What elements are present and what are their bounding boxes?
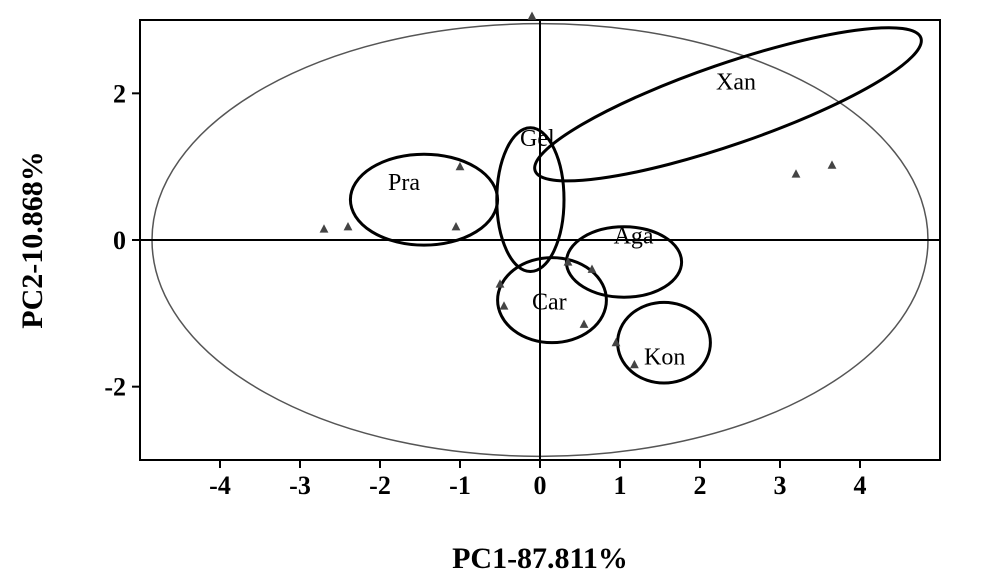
group-label-xan: Xan bbox=[716, 70, 756, 96]
y-axis-label: PC2-10.868% bbox=[16, 151, 49, 328]
y-tick-label: -2 bbox=[104, 373, 126, 402]
x-tick-label: 0 bbox=[534, 471, 547, 500]
x-tick-label: -4 bbox=[209, 471, 231, 500]
chart-svg: -4 -3 -2 -1 0 1 2 3 4 -2 0 2 PC1-87.811% PC2-10.868% P… bbox=[0, 0, 1000, 580]
group-label-kon: Kon bbox=[644, 345, 685, 371]
group-label-pra: Pra bbox=[388, 170, 420, 196]
x-tick-label: 4 bbox=[854, 471, 867, 500]
y-tick-label: 0 bbox=[113, 226, 126, 255]
x-tick-label: 1 bbox=[614, 471, 627, 500]
y-tick-label: 2 bbox=[113, 79, 126, 108]
x-axis-label: PC1-87.811% bbox=[452, 542, 628, 575]
x-tick-label: -3 bbox=[289, 471, 311, 500]
group-label-car: Car bbox=[532, 290, 567, 316]
x-tick-label: 2 bbox=[694, 471, 707, 500]
pca-scatter-chart: -4 -3 -2 -1 0 1 2 3 4 -2 0 2 PC1-87.811% PC2-10.868% P… bbox=[0, 0, 1000, 580]
x-tick-label: 3 bbox=[774, 471, 787, 500]
x-tick-label: -2 bbox=[369, 471, 391, 500]
x-tick-label: -1 bbox=[449, 471, 471, 500]
group-label-aga: Aga bbox=[614, 224, 654, 250]
